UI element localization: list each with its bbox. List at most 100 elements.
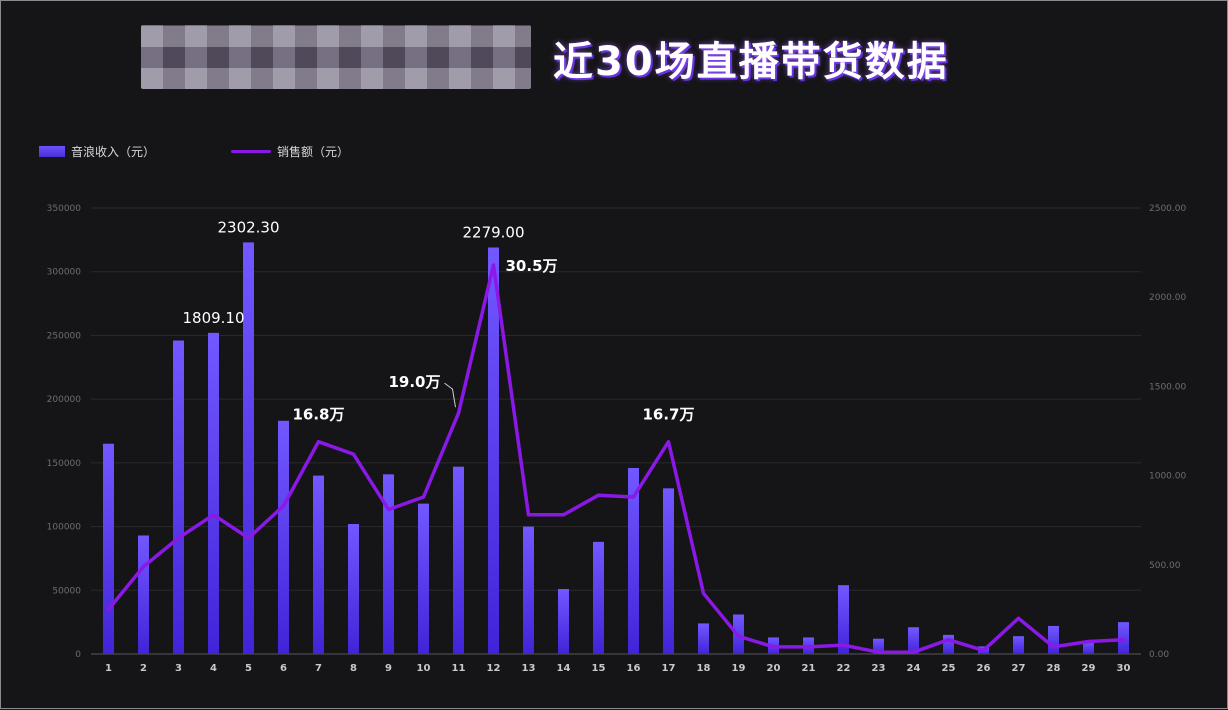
bar [208, 332, 219, 654]
x-axis-tick: 15 [592, 663, 606, 674]
bar [173, 340, 184, 654]
data-annotation: 19.0万 [388, 373, 440, 391]
x-axis-tick: 23 [872, 663, 886, 674]
data-annotation: 2302.30 [217, 218, 279, 236]
x-axis-tick: 10 [417, 663, 431, 674]
bar [523, 526, 534, 654]
line-point [666, 440, 671, 444]
bar [313, 475, 324, 654]
line-point [701, 591, 706, 595]
line-point [141, 564, 146, 569]
bar [453, 466, 464, 654]
x-axis-tick: 12 [487, 663, 501, 674]
x-axis-tick: 17 [662, 663, 676, 674]
line-point [981, 648, 986, 653]
sales-line [106, 263, 1126, 654]
line-point [1051, 645, 1056, 649]
line-point [211, 513, 216, 517]
bar [383, 474, 394, 654]
left-axis-tick: 100000 [47, 523, 82, 533]
bar [628, 467, 639, 654]
pixelated-redaction [141, 25, 531, 89]
bar [103, 443, 114, 654]
right-axis-tick: 2500.00 [1149, 204, 1186, 214]
bar [1048, 625, 1059, 654]
x-axis-tick: 4 [210, 663, 217, 674]
x-axis-tick: 18 [697, 663, 711, 674]
line-point [176, 536, 181, 540]
bar [908, 627, 919, 654]
bar [278, 420, 289, 654]
line-point [876, 650, 881, 654]
bar [663, 488, 674, 654]
chart-title: 近30场直播带货数据 [553, 39, 949, 85]
bar [348, 524, 359, 654]
legend-item-line[interactable]: 销售额（元） [231, 143, 349, 160]
line-point [806, 645, 811, 649]
right-axis-tick: 2000.00 [1149, 293, 1186, 303]
x-axis-tick: 26 [977, 663, 991, 674]
x-axis-tick: 29 [1082, 663, 1096, 674]
x-axis-tick: 1 [105, 663, 112, 674]
left-axis-tick: 0 [75, 650, 81, 660]
line-point [351, 452, 356, 456]
line-point [911, 650, 916, 654]
x-axis-tick: 30 [1117, 663, 1131, 674]
line-point [421, 495, 426, 499]
left-axis-tick: 350000 [47, 204, 82, 214]
bar [1083, 641, 1094, 654]
x-axis-tick: 24 [907, 663, 921, 674]
x-axis-tick: 3 [175, 663, 182, 674]
x-axis-tick: 27 [1012, 663, 1026, 674]
x-axis-tick: 14 [557, 663, 571, 674]
x-axis-tick: 16 [627, 663, 641, 674]
bar [593, 541, 604, 654]
line-point [491, 263, 496, 267]
legend-item-bar[interactable]: 音浪收入（元） [39, 143, 155, 160]
data-annotation: 16.7万 [642, 406, 694, 424]
title-area: 近30场直播带货数据 [141, 25, 1101, 95]
line-point [946, 638, 951, 642]
line-point [246, 536, 251, 540]
bar [558, 589, 569, 654]
line-point [526, 513, 531, 517]
x-axis-tick: 21 [802, 663, 816, 674]
bar [1013, 636, 1024, 654]
line-swatch-icon [231, 150, 271, 153]
data-annotation: 2279.00 [462, 224, 524, 242]
bar [873, 638, 884, 654]
left-axis-tick: 50000 [52, 586, 81, 596]
line-point [561, 513, 566, 517]
line-point [386, 507, 391, 512]
x-axis-tick: 19 [732, 663, 746, 674]
annotation-leader [444, 382, 456, 408]
x-axis-tick: 5 [245, 663, 252, 674]
x-axis-tick: 2 [140, 663, 147, 674]
right-axis-tick: 0.00 [1149, 650, 1169, 660]
data-annotation: 1809.10 [182, 309, 244, 327]
line-point [456, 411, 461, 415]
data-annotation: 16.8万 [292, 406, 344, 424]
bar [418, 503, 429, 654]
bar-swatch-icon [39, 146, 65, 157]
bar [138, 535, 149, 654]
legend-line-label: 销售额（元） [277, 145, 350, 159]
x-axis-tick: 20 [767, 663, 781, 674]
line-point [771, 645, 776, 649]
x-axis-tick: 13 [522, 663, 536, 674]
line-point [631, 495, 636, 499]
line-point [841, 643, 846, 647]
left-axis-tick: 300000 [47, 268, 82, 278]
x-axis-tick: 8 [350, 663, 357, 674]
line-point [1086, 639, 1091, 644]
bar [243, 242, 254, 655]
x-axis-tick: 22 [837, 663, 851, 674]
line-point [316, 440, 321, 444]
left-axis-tick: 150000 [47, 459, 82, 469]
bar [488, 247, 499, 654]
line-point [736, 634, 741, 638]
x-axis-tick: 11 [452, 663, 466, 674]
right-axis-tick: 500.00 [1149, 561, 1181, 571]
